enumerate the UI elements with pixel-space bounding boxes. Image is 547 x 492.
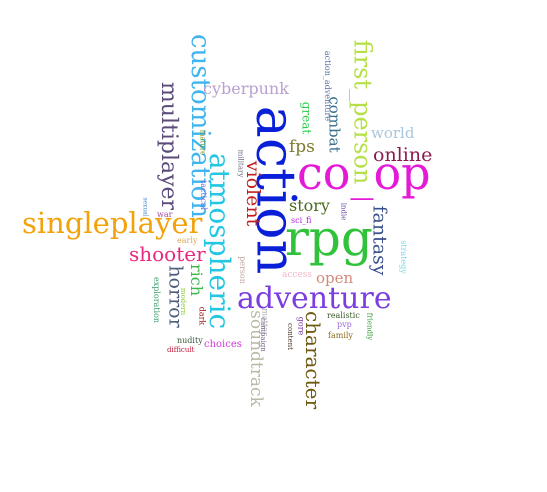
word-dark: dark bbox=[197, 306, 207, 326]
word-cyberpunk: cyberpunk bbox=[203, 79, 289, 98]
word-friendly: friendly bbox=[365, 312, 374, 341]
word-sci-fi: sci_fi bbox=[291, 216, 312, 225]
word-singleplayer: singleplayer bbox=[22, 206, 203, 240]
word-campaign: campaign bbox=[258, 317, 267, 352]
word-rpg: rpg bbox=[285, 209, 373, 267]
word-strategy: strategy bbox=[398, 240, 408, 274]
word-shooter: shooter bbox=[129, 242, 206, 266]
word-sexual: sexual bbox=[141, 197, 149, 217]
word-world: world bbox=[371, 124, 415, 142]
word-content: content bbox=[285, 323, 294, 350]
word-online: online bbox=[373, 144, 433, 166]
word-early: early bbox=[177, 236, 198, 245]
word-gore: gore bbox=[296, 316, 306, 336]
word-great: great bbox=[299, 101, 314, 135]
word-exploration: exploration bbox=[152, 276, 162, 324]
word-action-adventure: action_adventure bbox=[323, 50, 333, 122]
word-character: character bbox=[301, 310, 326, 410]
word-fps: fps bbox=[289, 137, 315, 157]
word-indie: indie bbox=[339, 202, 348, 221]
word-war: war bbox=[157, 210, 173, 219]
word-nudity: nudity bbox=[177, 336, 203, 345]
word-military: military bbox=[236, 149, 245, 178]
word-family: family bbox=[328, 331, 353, 340]
word-first-person: first_person bbox=[348, 39, 377, 185]
word-mature: mature bbox=[198, 129, 207, 156]
word-access: access bbox=[282, 270, 313, 280]
word-tactical: tactical bbox=[199, 179, 209, 211]
word-realistic: realistic bbox=[327, 311, 360, 320]
word-adventure: adventure bbox=[237, 281, 392, 316]
word-person: person bbox=[237, 256, 247, 284]
word-modern: modern bbox=[179, 287, 188, 316]
word-fantasy: fantasy bbox=[368, 205, 391, 276]
word-pvp: pvp bbox=[337, 320, 352, 329]
word-difficult: difficult bbox=[167, 346, 195, 354]
word-violent: violent bbox=[242, 160, 265, 227]
word-rich: rich bbox=[187, 263, 207, 297]
word-choices: choices bbox=[204, 339, 242, 350]
word-co-op: co_op bbox=[297, 146, 431, 200]
word-open: open bbox=[316, 269, 354, 287]
word-story: story bbox=[289, 196, 330, 215]
word-multiplayer: multiplayer bbox=[156, 81, 182, 211]
